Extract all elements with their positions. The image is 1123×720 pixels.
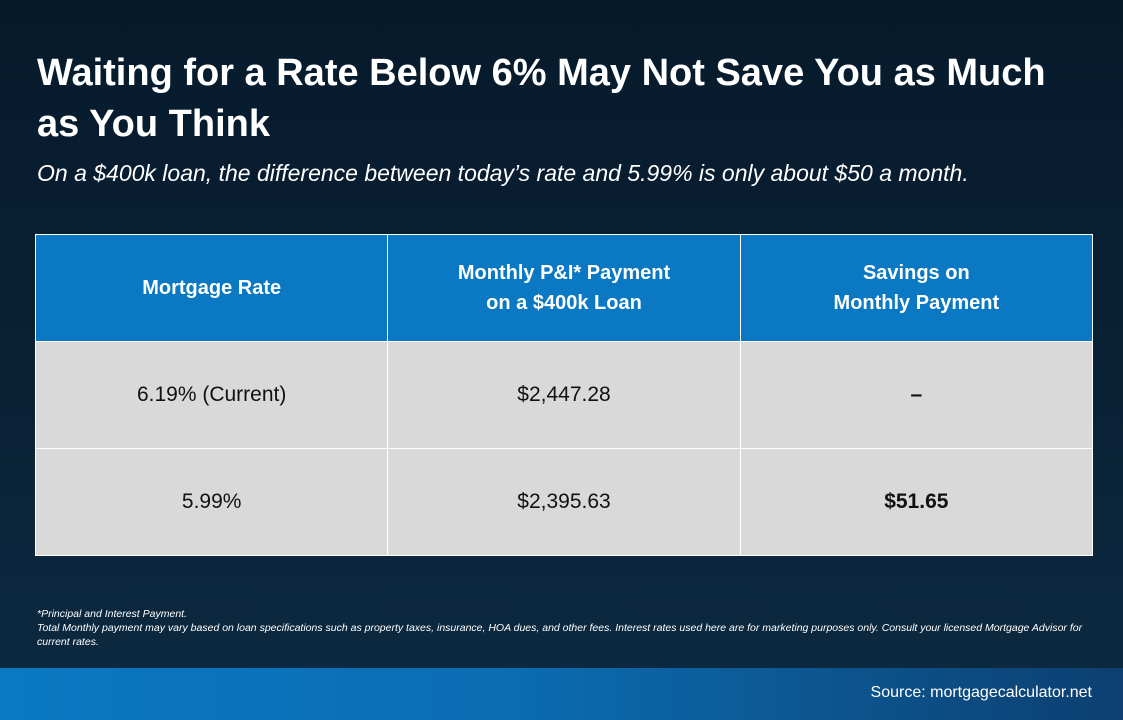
column-header-line: on a $400k Loan [486,292,642,314]
column-header-mortgage-rate: Mortgage Rate [34,234,389,342]
cell-rate: 5.99% [34,448,389,556]
cell-rate: 6.19% (Current) [34,341,389,449]
page-subtitle: On a $400k loan, the difference between … [37,160,969,186]
footnote-asterisk: *Principal and Interest Payment. [37,608,187,620]
table-row: 5.99% $2,395.63 $51.65 [34,448,1094,556]
page-title: Waiting for a Rate Below 6% May Not Save… [37,52,1046,145]
cell-savings: $51.65 [739,448,1094,556]
column-header-line: Monthly P&I* Payment [457,262,671,284]
cell-payment: $2,395.63 [387,448,741,556]
table-row: 6.19% (Current) $2,447.28 – [34,341,1094,449]
cell-payment: $2,447.28 [387,341,741,449]
footnotes: *Principal and Interest Payment. Total M… [37,607,1097,649]
source-credit: Source: mortgagecalculator.net [870,684,1092,701]
table-header-row: Mortgage Rate Monthly P&I* Payment on a … [34,234,1094,342]
column-header-line: Monthly Payment [833,292,1000,314]
column-header-savings: Savings on Monthly Payment [739,234,1094,342]
column-header-line: Mortgage Rate [142,277,282,299]
column-header-monthly-payment: Monthly P&I* Payment on a $400k Loan [387,234,741,342]
footnote-disclaimer: Total Monthly payment may vary based on … [37,622,1083,648]
column-header-line: Savings on [862,262,970,284]
cell-savings: – [739,341,1094,449]
mortgage-rate-table: Mortgage Rate Monthly P&I* Payment on a … [34,234,1094,556]
bottom-bar: Source: mortgagecalculator.net [0,668,1123,720]
